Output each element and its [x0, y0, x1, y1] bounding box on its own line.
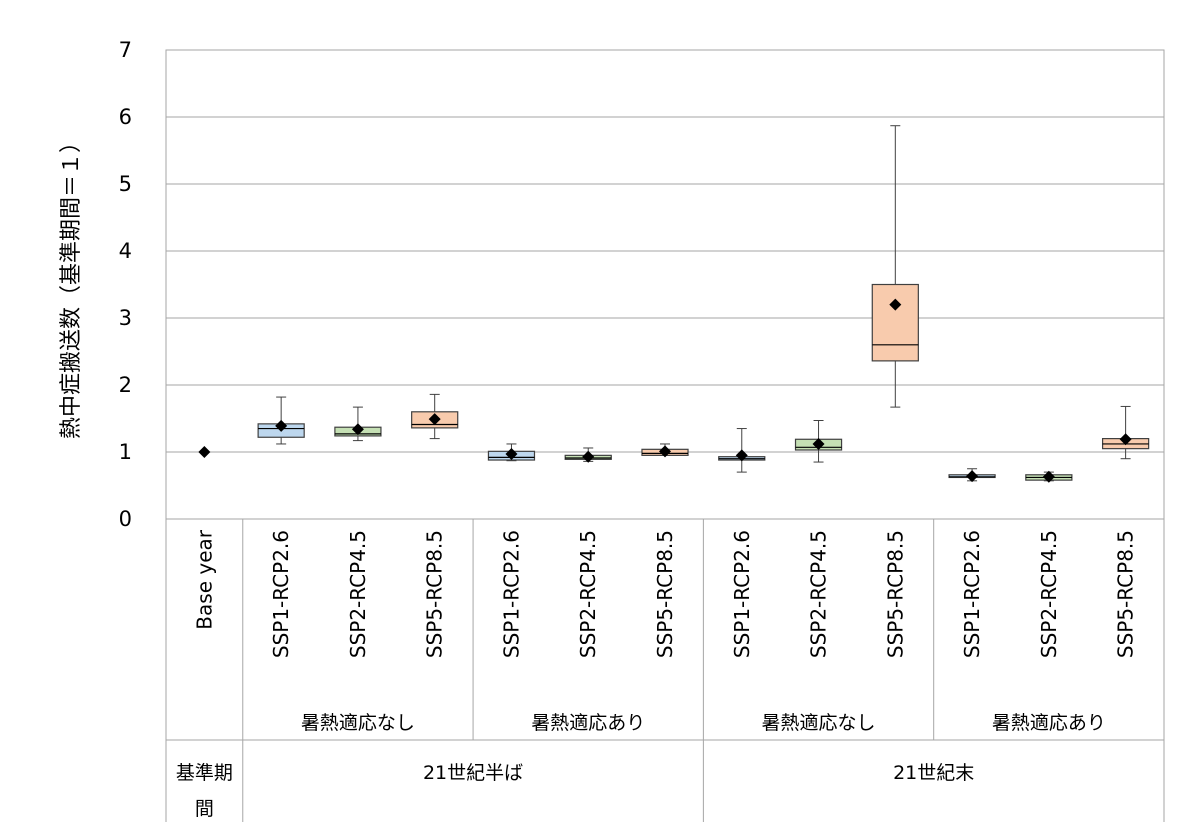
x-tick-label: SSP2-RCP4.5 [807, 530, 831, 658]
group-label: 暑熱適応なし [301, 712, 415, 734]
group-label: 暑熱適応なし [762, 712, 876, 734]
x-tick-label: SSP5-RCP8.5 [653, 530, 677, 658]
group-label: 暑熱適応あり [531, 712, 645, 734]
period-label: 基準期 [176, 762, 233, 784]
y-tick-label: 5 [119, 172, 132, 196]
group-label: 暑熱適応あり [992, 712, 1106, 734]
mean-marker [812, 437, 825, 450]
x-tick-label: SSP5-RCP8.5 [1114, 530, 1138, 658]
y-tick-label: 3 [119, 306, 132, 330]
x-tick-label: SSP1-RCP2.6 [730, 530, 754, 658]
period-label-cont: 間 [195, 798, 214, 820]
period-label: 21世紀末 [893, 762, 974, 784]
box [871, 283, 919, 362]
mean-marker [505, 448, 518, 461]
mean-marker [275, 419, 288, 432]
mean-marker [428, 413, 441, 426]
y-tick-label: 1 [119, 440, 132, 464]
mean-marker [198, 446, 211, 458]
mean-marker [582, 450, 595, 463]
period-label: 21世紀半ば [423, 762, 523, 784]
mean-marker [659, 445, 671, 458]
mean-marker [889, 298, 902, 311]
mean-marker [1119, 433, 1132, 446]
x-tick-label: SSP5-RCP8.5 [423, 530, 447, 658]
x-tick-label: SSP1-RCP2.6 [269, 530, 293, 658]
y-axis-label: 熱中症搬送数（基準期間＝１） [59, 131, 84, 439]
y-tick-label: 7 [119, 38, 132, 62]
x-tick-label: SSP5-RCP8.5 [883, 530, 907, 658]
x-tick-label: SSP2-RCP4.5 [346, 530, 370, 658]
y-tick-label: 2 [119, 373, 132, 397]
y-tick-label: 6 [119, 105, 132, 129]
x-tick-label: SSP2-RCP4.5 [1037, 530, 1061, 658]
mean-marker [735, 449, 748, 462]
x-tick-label: SSP1-RCP2.6 [960, 530, 984, 658]
mean-marker [966, 470, 979, 483]
x-tick-label: SSP1-RCP2.6 [499, 530, 523, 658]
mean-marker [1042, 470, 1055, 483]
x-tick-label: Base year [192, 529, 216, 629]
y-tick-label: 4 [119, 239, 132, 263]
x-tick-label: SSP2-RCP4.5 [576, 530, 600, 658]
y-tick-label: 0 [119, 507, 132, 531]
mean-marker [351, 423, 364, 436]
